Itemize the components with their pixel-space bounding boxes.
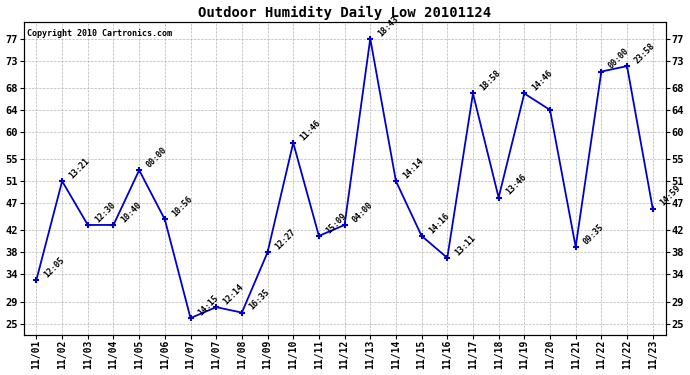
Text: 18:58: 18:58 <box>479 69 502 93</box>
Text: 11:46: 11:46 <box>299 118 323 142</box>
Text: 14:59: 14:59 <box>658 184 682 208</box>
Text: 04:00: 04:00 <box>350 200 374 224</box>
Text: Copyright 2010 Cartronics.com: Copyright 2010 Cartronics.com <box>27 28 172 38</box>
Text: 13:11: 13:11 <box>453 233 477 257</box>
Text: 14:15: 14:15 <box>196 293 220 317</box>
Text: 10:40: 10:40 <box>119 200 143 224</box>
Text: 12:14: 12:14 <box>221 282 246 306</box>
Text: 14:16: 14:16 <box>427 211 451 235</box>
Text: 18:43: 18:43 <box>376 14 400 38</box>
Text: 10:56: 10:56 <box>170 195 195 219</box>
Text: 23:58: 23:58 <box>633 41 657 65</box>
Text: 14:14: 14:14 <box>402 156 426 180</box>
Text: 15:09: 15:09 <box>324 211 348 235</box>
Text: 13:46: 13:46 <box>504 173 529 197</box>
Title: Outdoor Humidity Daily Low 20101124: Outdoor Humidity Daily Low 20101124 <box>198 6 491 20</box>
Text: 12:27: 12:27 <box>273 228 297 252</box>
Text: 16:35: 16:35 <box>248 288 271 312</box>
Text: 09:35: 09:35 <box>581 222 605 246</box>
Text: 00:00: 00:00 <box>145 146 169 170</box>
Text: 00:00: 00:00 <box>607 47 631 71</box>
Text: 14:46: 14:46 <box>530 69 554 93</box>
Text: 12:05: 12:05 <box>42 255 66 279</box>
Text: 13:21: 13:21 <box>68 156 92 180</box>
Text: 12:30: 12:30 <box>93 200 117 224</box>
